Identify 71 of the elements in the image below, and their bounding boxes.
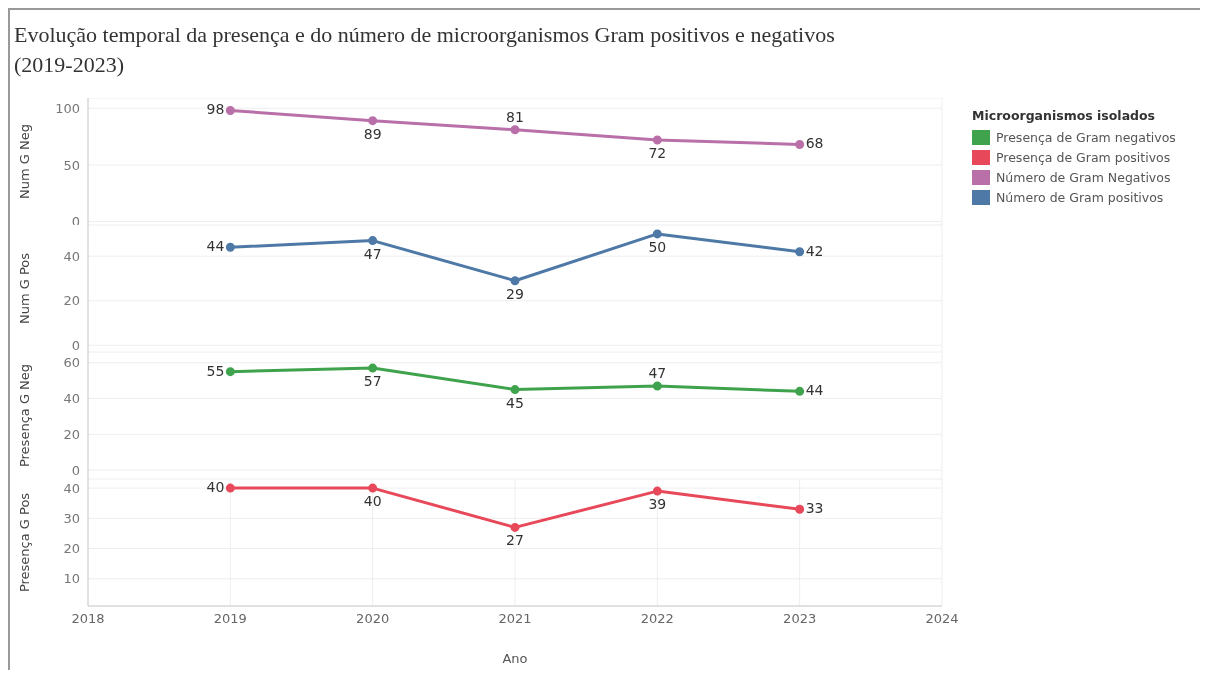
y-axis-title: Presença G Pos	[16, 492, 32, 593]
point	[652, 486, 662, 496]
y-tick-label: 40	[63, 248, 80, 264]
point	[368, 116, 378, 126]
point	[368, 236, 378, 246]
point	[795, 139, 805, 149]
chart-title: Evolução temporal da presença e do número de microorganismos Gram positivos e negativos (2019-2023)	[14, 21, 836, 79]
point	[225, 105, 235, 115]
y-tick-label: 40	[63, 391, 80, 407]
data-label: 33	[805, 500, 824, 517]
y-tick-label: 10	[63, 571, 80, 587]
point	[510, 276, 520, 286]
point	[225, 242, 235, 252]
y-tick-label: 40	[63, 480, 80, 496]
x-tick-label: 2020	[356, 611, 390, 627]
data-label: 50	[648, 238, 667, 255]
y-axis-title: Num G Pos	[16, 252, 32, 325]
point	[225, 367, 235, 377]
point	[368, 483, 378, 493]
data-label: 72	[648, 144, 667, 161]
x-axis-title: Ano	[502, 651, 528, 666]
x-tick-label: 2023	[783, 611, 817, 627]
y-tick-label: 50	[63, 157, 80, 173]
data-label: 81	[506, 108, 524, 125]
data-label: 47	[363, 245, 382, 262]
y-tick-label: 0	[71, 462, 80, 478]
y-tick-label: 20	[63, 293, 80, 309]
y-tick-label: 100	[55, 100, 80, 116]
point	[510, 522, 520, 532]
data-label: 45	[506, 394, 524, 411]
data-label: 47	[648, 364, 667, 381]
x-tick-label: 2018	[71, 611, 105, 627]
data-label: 27	[506, 532, 524, 549]
point	[795, 386, 805, 396]
point	[652, 135, 662, 145]
data-label: 98	[206, 101, 225, 118]
data-label: 44	[206, 238, 225, 255]
x-tick-label: 2021	[498, 611, 532, 627]
data-label: 44	[805, 382, 824, 399]
point	[510, 125, 520, 135]
legend-title: Microorganismos isolados	[972, 108, 1157, 123]
point	[652, 229, 662, 239]
y-tick-label: 30	[63, 510, 80, 526]
point	[795, 247, 805, 257]
data-label: 40	[363, 493, 382, 510]
data-label: 55	[206, 362, 225, 379]
y-tick-label: 0	[71, 337, 80, 353]
x-tick-label: 2019	[213, 611, 247, 627]
y-axis-title: Presença G Neg	[16, 363, 32, 468]
legend-label: Número de Gram positivos	[996, 189, 1164, 205]
x-tick-label: 2024	[925, 611, 959, 627]
x-tick-label: 2022	[640, 611, 674, 627]
data-label: 68	[805, 135, 824, 152]
point	[795, 504, 805, 514]
data-label: 57	[363, 373, 382, 390]
legend-label: Presença de Gram negativos	[996, 129, 1176, 145]
data-label: 29	[506, 285, 524, 302]
point	[225, 483, 235, 493]
y-tick-label: 60	[63, 355, 80, 371]
point	[652, 381, 662, 391]
y-tick-label: 20	[63, 426, 80, 442]
y-tick-label: 20	[63, 541, 80, 557]
data-label: 89	[363, 125, 382, 142]
point	[510, 385, 520, 395]
legend-label: Número de Gram Negativos	[996, 169, 1171, 185]
data-label: 40	[206, 479, 225, 496]
data-label: 42	[805, 242, 824, 259]
legend-label: Presença de Gram positivos	[996, 149, 1171, 165]
data-label: 39	[648, 496, 667, 513]
point	[368, 363, 378, 373]
y-axis-title: Num G Neg	[16, 124, 32, 199]
